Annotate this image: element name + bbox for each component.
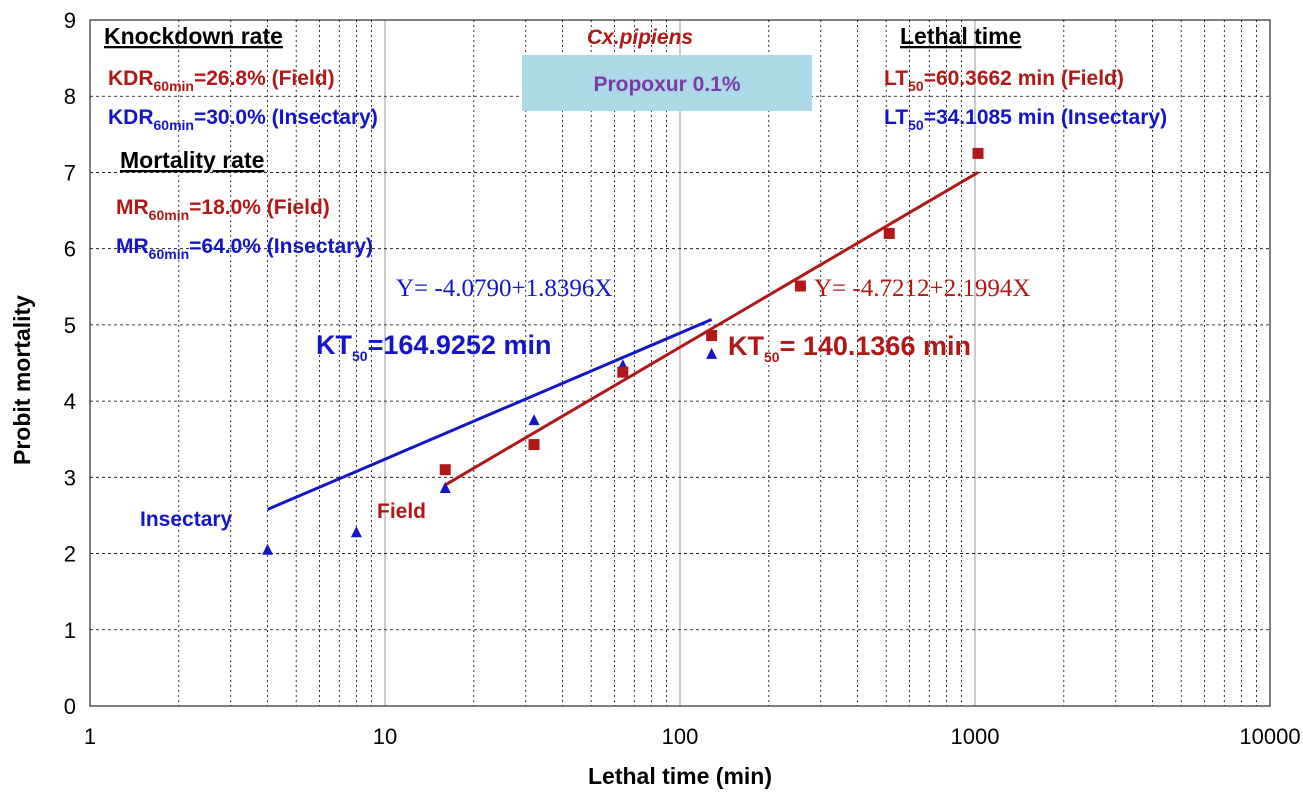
x-tick-label: 1 xyxy=(84,724,96,749)
data-points xyxy=(262,147,984,555)
lt-insectary-text: LT50=34.1085 min (Insectary) xyxy=(884,106,1167,133)
fit-lines xyxy=(267,171,979,511)
y-tick-labels: 0 1 2 3 4 5 6 7 8 9 xyxy=(64,8,76,719)
point-insectary xyxy=(528,414,540,426)
y-tick-label: 8 xyxy=(64,84,76,109)
fit-line-insectary xyxy=(267,318,713,511)
point-field xyxy=(883,227,895,239)
kdr-field-text: KDR60min=26.8% (Field) xyxy=(108,67,335,94)
insectary-series-label: Insectary xyxy=(140,508,233,531)
x-tick-labels: 1 10 100 1000 10000 xyxy=(84,724,1301,749)
y-axis-title: Probit mortality xyxy=(9,295,35,465)
x-tick-label: 100 xyxy=(662,724,699,749)
mr-insectary-text: MR60min=64.0% (Insectary) xyxy=(116,235,373,262)
point-insectary xyxy=(350,526,362,538)
point-insectary xyxy=(439,482,451,494)
point-field xyxy=(439,464,451,476)
plot-frame xyxy=(89,19,1271,707)
lethal-heading: Lethal time xyxy=(900,23,1021,49)
y-tick-label: 4 xyxy=(64,389,76,414)
y-tick-label: 3 xyxy=(64,465,76,490)
point-insectary xyxy=(262,543,274,555)
kdr-insectary-text: KDR60min=30.0% (Insectary) xyxy=(108,106,378,133)
knockdown-heading: Knockdown rate xyxy=(104,23,283,49)
mr-field-text: MR60min=18.0% (Field) xyxy=(116,196,330,223)
point-field xyxy=(617,366,629,378)
x-tick-label: 1000 xyxy=(951,724,1000,749)
point-field xyxy=(972,147,984,159)
lt-field-text: LT50=60.3662 min (Field) xyxy=(884,67,1124,94)
kt-field-text: KT50= 140.1366 min xyxy=(728,331,971,365)
x-tick-label: 10000 xyxy=(1239,724,1300,749)
y-tick-label: 5 xyxy=(64,313,76,338)
treatment-box xyxy=(522,55,812,111)
grid-lines xyxy=(90,20,1270,706)
field-equation: Y= -4.7212+2.1994X xyxy=(814,275,1030,302)
species-label: Cx.pipiens xyxy=(587,26,693,49)
fit-line-field xyxy=(444,171,979,487)
x-axis-title: Lethal time (min) xyxy=(588,763,772,789)
y-tick-label: 1 xyxy=(64,618,76,643)
point-field xyxy=(706,330,718,342)
kt-insectary-text: KT50=164.9252 min xyxy=(316,330,551,364)
y-tick-label: 2 xyxy=(64,542,76,567)
point-field xyxy=(794,280,806,292)
y-tick-label: 6 xyxy=(64,237,76,262)
treatment-label: Propoxur 0.1% xyxy=(593,73,740,96)
point-field xyxy=(528,439,540,451)
point-insectary xyxy=(706,347,718,359)
mortality-heading: Mortality rate xyxy=(120,147,264,173)
y-tick-label: 7 xyxy=(64,160,76,185)
insectary-equation: Y= -4.0790+1.8396X xyxy=(396,275,612,302)
field-series-label: Field xyxy=(377,500,426,523)
y-tick-label: 9 xyxy=(64,8,76,33)
x-tick-label: 10 xyxy=(373,724,397,749)
y-tick-label: 0 xyxy=(64,694,76,719)
